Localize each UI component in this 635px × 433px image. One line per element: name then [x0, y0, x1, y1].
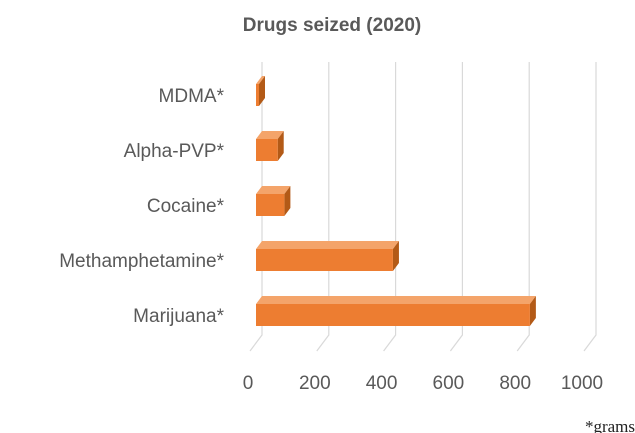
bar-alpha-pvp: [256, 131, 284, 161]
gridline-4: [516, 62, 530, 352]
category-labels: MDMA* Alpha-PVP* Cocaine* Methamphetamine* M…: [59, 86, 224, 327]
x-tick-label: 0: [243, 373, 254, 394]
x-tick-label: 800: [499, 373, 531, 394]
bar-marijuana: [256, 296, 536, 326]
gridline-3: [449, 62, 463, 352]
bars: [256, 76, 536, 326]
gridline-5: [583, 62, 597, 352]
chart-title: Drugs seized (2020): [243, 15, 421, 36]
footnote: *grams: [585, 417, 635, 433]
category-label: Alpha-PVP*: [124, 141, 225, 162]
gridlines: [249, 62, 597, 352]
gridline-2: [383, 62, 397, 352]
bar-methamphetamine: [256, 241, 399, 271]
category-label: MDMA*: [159, 86, 225, 107]
bar-mdma: [256, 76, 265, 106]
x-tick-label: 1000: [561, 373, 603, 394]
x-axis-tick-labels: 0 200 400 600 800 1000: [243, 373, 603, 394]
category-label: Marijuana*: [133, 306, 224, 327]
category-label: Cocaine*: [147, 196, 225, 217]
bar-cocaine: [256, 186, 291, 216]
x-tick-label: 200: [299, 373, 331, 394]
category-label: Methamphetamine*: [59, 251, 224, 272]
x-tick-label: 400: [366, 373, 398, 394]
x-tick-label: 600: [433, 373, 465, 394]
gridline-1: [316, 62, 330, 352]
